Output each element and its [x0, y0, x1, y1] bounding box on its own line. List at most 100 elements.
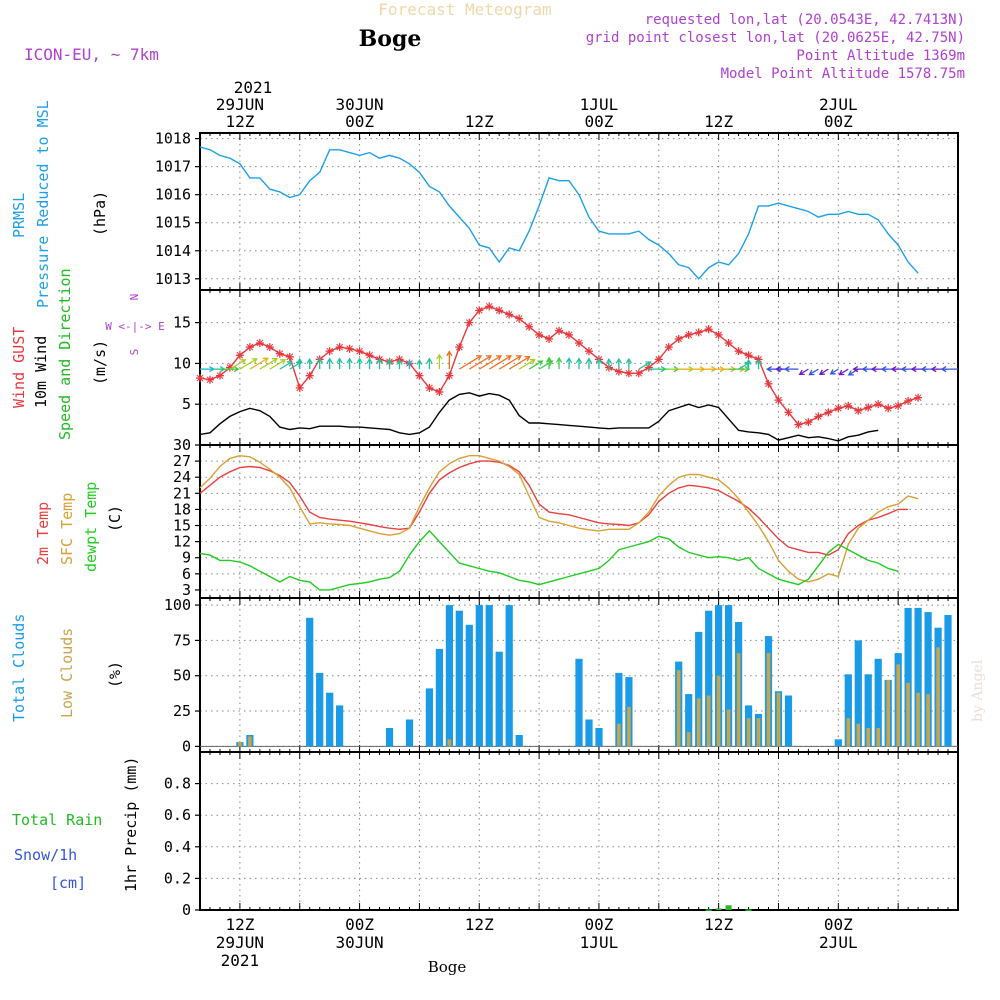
total-cloud-bar — [864, 674, 872, 747]
precip-snow-label: Snow/1h — [14, 846, 77, 864]
rain-bar — [705, 909, 712, 911]
precip-rain-label: Total Rain — [12, 811, 102, 829]
gust-point — [525, 322, 534, 331]
total-cloud-bar — [326, 692, 334, 747]
gust-point — [704, 325, 713, 334]
top-hour-label: 00Z — [824, 112, 853, 131]
wind-gust-label: Wind GUST — [10, 327, 28, 408]
low-cloud-bar — [856, 723, 861, 747]
temp-2m-line — [199, 460, 909, 556]
wind-arrow-head — [774, 366, 781, 373]
low-cloud-bar — [676, 670, 681, 747]
wind-arrow-shaft — [508, 356, 530, 370]
gust-point — [475, 306, 484, 315]
low-cloud-bar — [716, 675, 721, 747]
wind-arrow-head — [645, 361, 652, 367]
top-date-label: 1JUL — [580, 95, 619, 114]
gust-point — [834, 404, 843, 413]
total-cloud-bar — [475, 605, 483, 747]
low-cloud-bar — [756, 718, 761, 747]
pressure-frame — [199, 132, 959, 291]
gust-point — [435, 387, 444, 396]
gust-point — [724, 339, 733, 348]
wind-arrow-shaft — [538, 360, 553, 370]
total-cloud-bar — [336, 705, 344, 747]
gust-point — [535, 330, 544, 339]
clouds-low-label: Low Clouds — [58, 628, 76, 718]
gust-mark-d2 — [725, 339, 732, 347]
wind-arrow-head — [336, 357, 343, 364]
wind-arrow-shaft — [468, 355, 492, 370]
low-cloud-bar — [238, 742, 242, 747]
wind-arrow-shaft — [528, 360, 543, 370]
gust-point — [824, 408, 833, 417]
low-cloud-bar — [876, 728, 880, 747]
total-cloud-bar — [615, 672, 623, 747]
y-tick-label: 18 — [173, 500, 191, 518]
wind-arrow — [386, 358, 393, 370]
total-cloud-bar — [924, 612, 932, 747]
low-cloud-bar — [686, 732, 691, 747]
gust-mark-d2 — [276, 350, 284, 357]
wind-series — [196, 302, 958, 442]
y-tick-label: 0.6 — [164, 806, 191, 824]
wind-arrow-head — [766, 366, 772, 373]
wind-arrow — [838, 368, 849, 376]
wind-arrow-head — [356, 357, 363, 364]
wind-arrow — [585, 357, 593, 370]
bottom-hour-label: 12Z — [465, 915, 494, 934]
clouds-total-label: Total Clouds — [10, 614, 28, 722]
gust-point — [894, 401, 903, 410]
low-cloud-bar — [696, 698, 701, 747]
y-tick-label: 30 — [173, 436, 191, 454]
footer-location: Boge — [428, 958, 467, 976]
wind-arrow-head — [346, 357, 353, 364]
model-label: ICON-EU, ~ 7km — [24, 45, 159, 64]
low-cloud-bar — [617, 723, 621, 747]
gust-point — [445, 371, 454, 380]
gust-point — [744, 351, 753, 360]
gust-point — [684, 330, 693, 339]
prmsl-line — [199, 146, 919, 280]
gust-mark-d2 — [206, 376, 214, 384]
gust-mark-d2 — [765, 380, 772, 388]
wind-arrow-head — [537, 360, 544, 366]
wind-arrow — [279, 361, 293, 370]
gust-mark-d2 — [515, 315, 523, 322]
meteogram-title: Forecast Meteogram — [378, 0, 551, 19]
wind-arrow-head — [585, 357, 593, 364]
wind-arrow-head — [605, 357, 613, 364]
wind-arrow — [555, 356, 563, 370]
pressure-label-prmsl: PRMSL — [10, 193, 28, 238]
wind-arrow — [458, 355, 483, 370]
total-cloud-bar — [455, 610, 463, 747]
gust-mark-d2 — [366, 351, 373, 359]
wind-arrow-head — [316, 357, 323, 364]
wind-arrow — [625, 357, 632, 370]
wind-arrow — [575, 357, 583, 370]
wind-arrow — [498, 355, 522, 370]
gust-mark-d2 — [565, 331, 573, 339]
temp-series — [199, 454, 919, 591]
grid-point-coords: grid point closest lon,lat (20.0625E, 42… — [586, 30, 965, 46]
bottom-hour-label: 00Z — [345, 915, 374, 934]
wind-arrow — [259, 358, 278, 370]
bottom-year-label: 2021 — [221, 951, 260, 970]
gust-point — [624, 369, 633, 378]
gust-point — [196, 374, 204, 383]
gust-point — [275, 349, 284, 358]
wind-arrow-head — [396, 359, 403, 365]
gust-mark-d2 — [894, 402, 902, 410]
wind-arrow-shaft — [518, 359, 536, 370]
low-cloud-bar — [706, 695, 711, 747]
wind-arrow — [416, 359, 423, 370]
wind-arrow-head — [240, 359, 247, 365]
top-hour-label: 00Z — [584, 112, 613, 131]
wind-arrow-head — [565, 357, 573, 363]
wind-arrow — [488, 355, 512, 370]
clouds-unit: (%) — [106, 661, 124, 688]
total-cloud-bar — [725, 605, 733, 747]
total-cloud-bar — [316, 672, 324, 747]
gust-point — [555, 326, 564, 335]
